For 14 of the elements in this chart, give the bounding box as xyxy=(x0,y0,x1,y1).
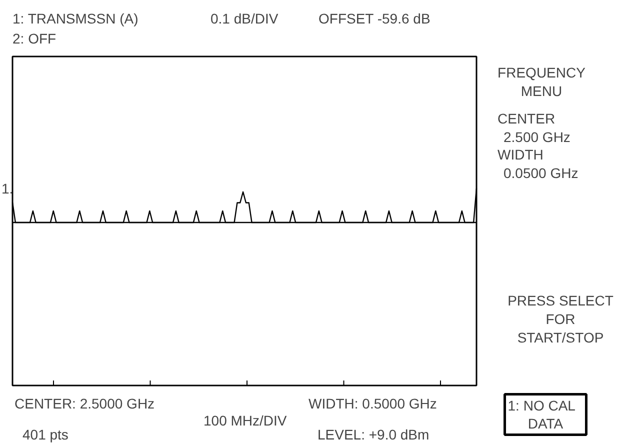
text: WIDTH: 0.5000 GHz xyxy=(308,396,437,412)
text: PRESS SELECT FOR START/STOP xyxy=(508,292,614,346)
text: LEVEL: +9.0 dBm xyxy=(318,426,430,442)
text: 2: OFF xyxy=(12,30,56,46)
text: CENTER: 2.5000 GHz xyxy=(14,396,155,412)
text: CENTER 2.500 GHz xyxy=(498,110,570,145)
text: FREQUENCY MENU xyxy=(498,64,586,99)
text: OFFSET -59.6 dB xyxy=(318,10,430,26)
text: 100 MHz/DIV xyxy=(204,412,288,428)
text: 1: NO CAL DATA xyxy=(508,397,576,432)
text: 0.1 dB/DIV xyxy=(210,10,279,26)
text: WIDTH 0.0500 GHz xyxy=(498,146,578,181)
text: 401 pts xyxy=(22,426,68,442)
text: 1: TRANSMSSN (A) xyxy=(12,10,138,26)
